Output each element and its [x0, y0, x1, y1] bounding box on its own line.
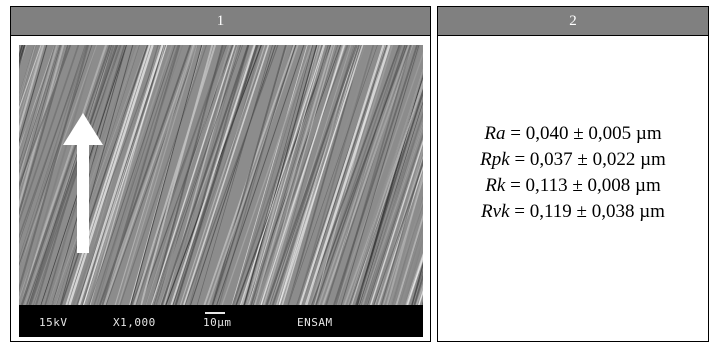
roughness-rpk: Rpk = 0,037 ± 0,022 µm — [438, 147, 708, 173]
sem-surface-texture — [19, 45, 423, 305]
sem-scale-label: 10µm — [203, 316, 232, 329]
sliding-direction-arrow-icon — [63, 113, 103, 253]
roughness-ra: Ra = 0,040 ± 0,005 µm — [438, 121, 708, 147]
panel-roughness: 2 Ra = 0,040 ± 0,005 µm Rpk = 0,037 ± 0,… — [437, 6, 709, 342]
scale-bar-line — [205, 312, 225, 314]
panel-2-header: 2 — [438, 7, 708, 36]
param-rvk: Rvk — [481, 201, 510, 222]
sem-micrograph: 15kV X1,000 10µm ENSAM — [19, 45, 423, 337]
roughness-rvk: Rvk = 0,119 ± 0,038 µm — [438, 199, 708, 225]
roughness-parameters: Ra = 0,040 ± 0,005 µm Rpk = 0,037 ± 0,02… — [438, 121, 708, 225]
value-rpk: = 0,037 ± 0,022 µm — [509, 149, 666, 170]
value-rk: = 0,113 ± 0,008 µm — [505, 175, 661, 196]
panel-1-header: 1 — [11, 7, 430, 36]
param-ra: Ra — [484, 123, 506, 144]
sem-magnification: X1,000 — [113, 316, 156, 329]
roughness-rk: Rk = 0,113 ± 0,008 µm — [438, 173, 708, 199]
param-rpk: Rpk — [480, 149, 510, 170]
sem-info-bar: 15kV X1,000 10µm ENSAM — [19, 305, 423, 337]
value-ra: = 0,040 ± 0,005 µm — [505, 123, 662, 144]
param-rk: Rk — [485, 175, 506, 196]
sem-voltage: 15kV — [39, 316, 68, 329]
value-rvk: = 0,119 ± 0,038 µm — [509, 201, 665, 222]
panel-sem-image: 1 15kV X1,000 10µm ENSAM — [10, 6, 431, 342]
sem-lab-label: ENSAM — [297, 316, 333, 329]
